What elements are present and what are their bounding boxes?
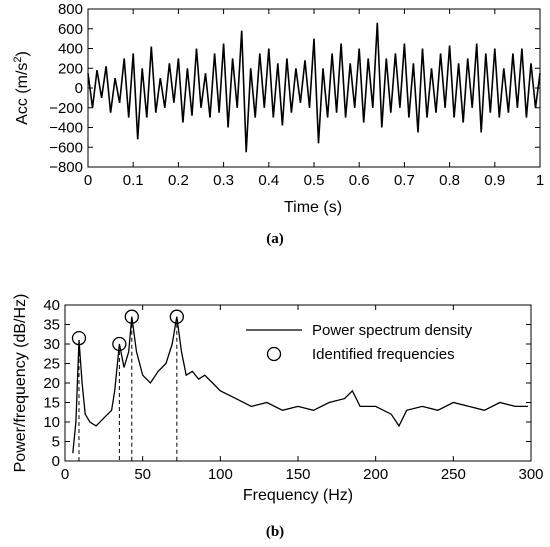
x-tick-label: 150 (285, 466, 310, 483)
x-tick-label: 0 (84, 172, 92, 189)
legend-psd-label: Power spectrum density (312, 322, 473, 339)
y-tick-label: 5 (52, 434, 60, 451)
x-tick-label: 200 (363, 466, 388, 483)
x-tick-label: 0 (61, 466, 69, 483)
y-tick-label: 400 (58, 41, 83, 58)
x-tick-label: 0.2 (168, 172, 189, 189)
y-tick-label: 15 (43, 395, 60, 412)
identified-frequency-marker (169, 309, 184, 324)
y-tick-label: −400 (49, 120, 83, 137)
y-tick-label: 10 (43, 414, 60, 431)
x-tick-label: 250 (441, 466, 466, 483)
y-tick-label: 800 (58, 1, 83, 18)
x-tick-label: 300 (518, 466, 543, 483)
y-tick-label: 600 (58, 21, 83, 38)
panel-a-x-axis-label: Time (s) (284, 199, 342, 216)
x-tick-label: 0.6 (349, 172, 370, 189)
y-tick-label: −800 (49, 159, 83, 176)
y-tick-label: −600 (49, 139, 83, 156)
panel-b-x-ticks: 0 50 100 150 200 250 300 (61, 305, 544, 483)
panel-b-x-axis-label: Frequency (Hz) (243, 487, 353, 504)
x-tick-label: 0.9 (484, 172, 505, 189)
y-tick-label: 30 (43, 336, 60, 353)
panel-b-identified-frequency-markers (71, 309, 184, 352)
panel-a-acceleration-line (87, 22, 541, 153)
y-tick-label: 25 (43, 356, 60, 373)
panel-b-legend: Power spectrum density Identified freque… (246, 322, 473, 363)
panel-b-y-axis-label: Power/frequency (dB/Hz) (12, 294, 29, 473)
panel-a: −800 −600 −400 −200 0 200 400 600 800 0 0.1 0.2 0.3… (12, 1, 544, 247)
legend-marker-swatch (266, 346, 282, 362)
x-tick-label: 1 (536, 172, 544, 189)
y-tick-label: 20 (43, 375, 60, 392)
y-tick-label: 0 (75, 80, 83, 97)
y-tick-label: 200 (58, 60, 83, 77)
panel-a-x-ticks: 0 0.1 0.2 0.3 0.4 0.5 0.6 0.7 0.8 0.9 1 (84, 9, 544, 189)
x-tick-label: 100 (208, 466, 233, 483)
y-tick-label: 0 (52, 453, 60, 470)
x-tick-label: 0.1 (123, 172, 144, 189)
y-tick-label: −200 (49, 100, 83, 117)
panel-b-y-ticks: 0 5 10 15 20 25 30 35 40 (43, 297, 531, 470)
x-tick-label: 50 (134, 466, 151, 483)
y-tick-label: 35 (43, 317, 60, 334)
legend-marker-label: Identified frequencies (312, 346, 455, 363)
x-tick-label: 0.4 (258, 172, 279, 189)
panel-b-caption: (b) (266, 524, 284, 540)
panel-b-psd-line (72, 316, 528, 454)
x-tick-label: 0.8 (439, 172, 460, 189)
panel-a-y-ticks: −800 −600 −400 −200 0 200 400 600 800 (49, 1, 540, 176)
y-tick-label: 40 (43, 297, 60, 314)
panel-b-frequency-dashes (78, 323, 178, 461)
x-tick-label: 0.5 (304, 172, 325, 189)
x-tick-label: 0.7 (394, 172, 415, 189)
x-tick-label: 0.3 (213, 172, 234, 189)
panel-a-plot-frame (87, 8, 541, 168)
identified-frequency-marker (124, 309, 139, 324)
panel-a-y-axis-label: Acc (m/s2) (12, 51, 31, 125)
identified-frequency-marker (112, 336, 127, 352)
panel-a-caption: (a) (266, 231, 284, 247)
identified-frequency-marker (71, 330, 87, 346)
